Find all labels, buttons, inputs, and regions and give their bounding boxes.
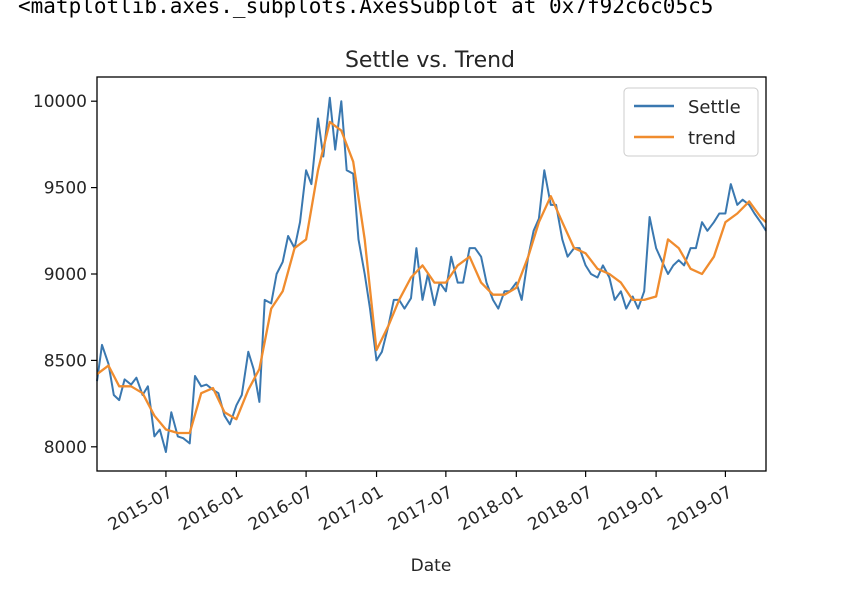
y-tick-label: 8000 bbox=[44, 438, 87, 458]
x-tick-label: 2016-07 bbox=[245, 482, 317, 535]
x-tick-label: 2019-07 bbox=[664, 482, 736, 535]
chart-title: Settle vs. Trend bbox=[345, 48, 515, 73]
x-axis-label: Date bbox=[411, 556, 452, 576]
x-tick-label: 2017-07 bbox=[385, 482, 457, 535]
x-tick-label: 2018-01 bbox=[455, 482, 527, 535]
series-line-trend bbox=[96, 120, 767, 435]
x-tick-label: 2015-07 bbox=[105, 482, 177, 535]
x-tick-label: 2019-01 bbox=[595, 482, 667, 535]
y-tick-label: 9500 bbox=[44, 179, 87, 199]
notebook-output-repr: <matplotlib.axes._subplots.AxesSubplot a… bbox=[18, 0, 714, 18]
x-tick-label: 2016-01 bbox=[175, 482, 247, 535]
series-layer bbox=[96, 96, 767, 453]
y-tick-label: 8500 bbox=[44, 351, 87, 371]
x-axis: 2015-072016-012016-072017-012017-072018-… bbox=[105, 471, 736, 535]
legend: Settle trend bbox=[623, 87, 759, 157]
legend-label-trend: trend bbox=[688, 128, 736, 149]
y-tick-label: 10000 bbox=[33, 92, 87, 112]
y-tick-label: 9000 bbox=[44, 265, 87, 285]
y-axis: 8000 8500 9000 9500 10000 bbox=[33, 92, 97, 458]
series-line-settle bbox=[96, 96, 767, 453]
x-tick-label: 2017-01 bbox=[316, 482, 388, 535]
x-tick-label: 2018-07 bbox=[525, 482, 597, 535]
legend-label-settle: Settle bbox=[688, 97, 741, 118]
